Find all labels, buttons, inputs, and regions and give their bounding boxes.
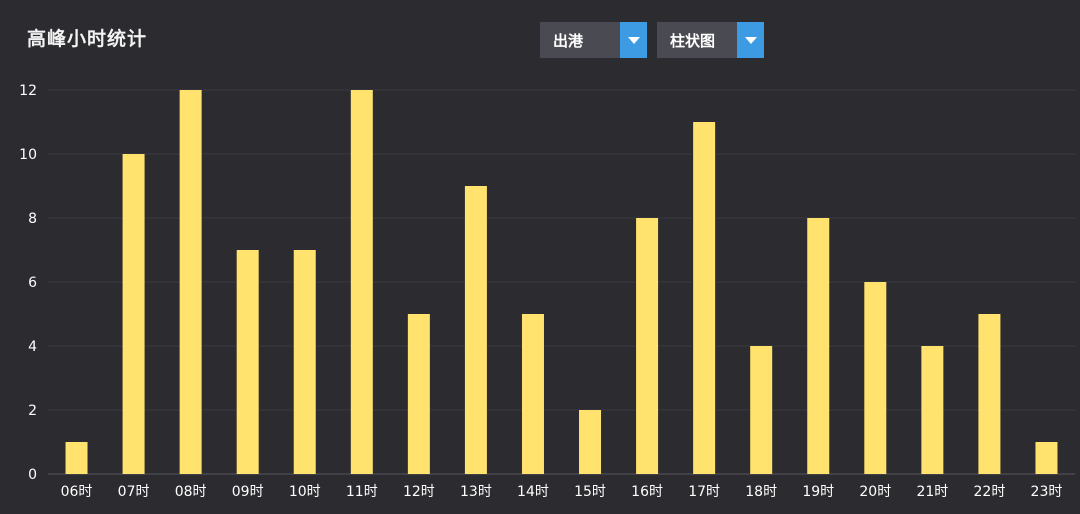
bar-07时[interactable]: [122, 154, 145, 474]
x-tick-label: 16时: [631, 484, 663, 500]
x-tick-label: 21时: [916, 484, 948, 500]
y-tick-label: 6: [28, 275, 37, 291]
x-tick-label: 22时: [974, 484, 1006, 500]
y-tick-label: 4: [28, 339, 37, 355]
chart-title: 高峰小时统计: [27, 28, 148, 50]
y-tick-label: 2: [28, 403, 37, 419]
direction-select-dropdown-button[interactable]: [620, 22, 647, 58]
bar-20时[interactable]: [864, 282, 887, 474]
direction-select-value: 出港: [553, 31, 584, 50]
x-tick-label: 06时: [61, 484, 93, 500]
x-tick-label: 15时: [574, 484, 606, 500]
x-tick-label: 09时: [232, 484, 264, 500]
chart-type-select-dropdown-button[interactable]: [737, 22, 764, 58]
x-tick-label: 11时: [346, 484, 378, 500]
chart-type-select[interactable]: 柱状图: [657, 22, 764, 58]
x-tick-label: 17时: [688, 484, 720, 500]
x-tick-label: 20时: [859, 484, 891, 500]
caret-down-icon: [627, 36, 640, 44]
y-tick-label: 10: [19, 147, 37, 163]
bar-17时[interactable]: [693, 122, 716, 474]
x-tick-label: 23时: [1031, 484, 1063, 500]
x-tick-label: 12时: [403, 484, 435, 500]
x-tick-label: 10时: [289, 484, 321, 500]
bar-22时[interactable]: [978, 314, 1001, 474]
bar-13时[interactable]: [464, 186, 487, 474]
bar-21时[interactable]: [921, 346, 944, 474]
bar-19时[interactable]: [807, 218, 830, 474]
bar-15时[interactable]: [579, 410, 602, 474]
bar-14时[interactable]: [521, 314, 544, 474]
y-tick-label: 8: [28, 211, 37, 227]
bar-23时[interactable]: [1035, 442, 1058, 474]
x-tick-label: 18时: [745, 484, 777, 500]
x-tick-label: 14时: [517, 484, 549, 500]
bar-06时[interactable]: [65, 442, 88, 474]
x-tick-label: 07时: [118, 484, 150, 500]
bar-11时[interactable]: [350, 90, 373, 474]
chart-type-select-value: 柱状图: [670, 31, 716, 50]
y-tick-label: 0: [28, 467, 37, 483]
y-tick-label: 12: [19, 83, 37, 99]
bar-10时[interactable]: [293, 250, 316, 474]
direction-select[interactable]: 出港: [540, 22, 647, 58]
bar-18时[interactable]: [750, 346, 773, 474]
bar-12时[interactable]: [407, 314, 430, 474]
bar-16时[interactable]: [636, 218, 659, 474]
x-tick-label: 19时: [802, 484, 834, 500]
x-tick-label: 13时: [460, 484, 492, 500]
bar-08时[interactable]: [179, 90, 202, 474]
x-tick-label: 08时: [175, 484, 207, 500]
bar-09时[interactable]: [236, 250, 259, 474]
caret-down-icon: [744, 36, 757, 44]
